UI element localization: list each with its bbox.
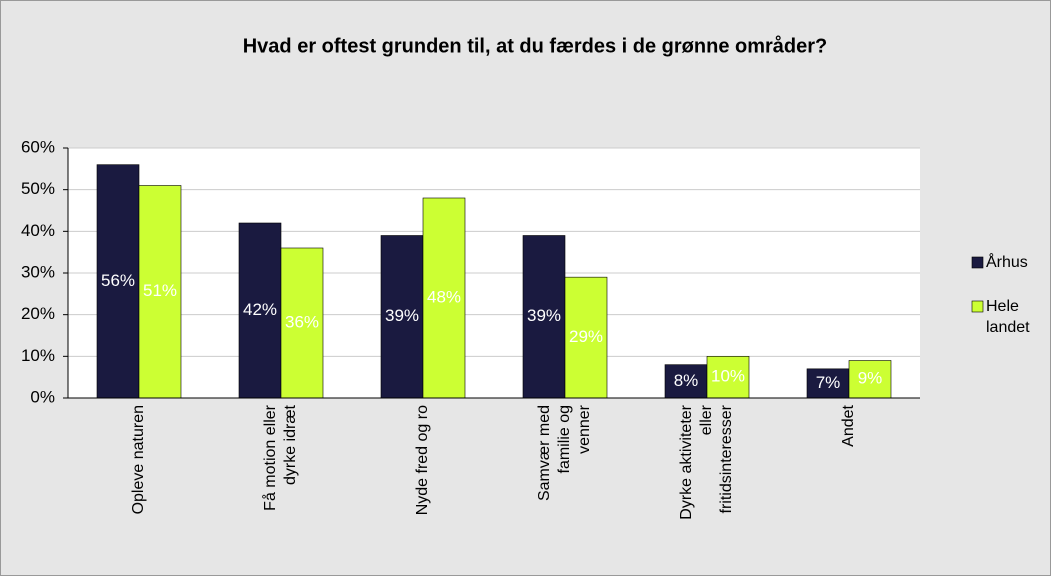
y-tick-label: 20% bbox=[21, 304, 55, 323]
data-label: 51% bbox=[143, 281, 177, 300]
x-tick-label: Opleve naturen bbox=[130, 405, 147, 514]
bar bbox=[848, 360, 892, 399]
x-tick-label: Samvær med familie og venner bbox=[536, 404, 593, 501]
bar bbox=[706, 356, 750, 399]
y-tick-label: 40% bbox=[21, 221, 55, 240]
data-label: 39% bbox=[385, 306, 419, 325]
legend-label: Århus bbox=[986, 252, 1028, 271]
data-label: 48% bbox=[427, 287, 461, 306]
data-label: 9% bbox=[858, 369, 883, 388]
data-label: 36% bbox=[285, 312, 319, 331]
chart-title: Hvad er oftest grunden til, at du færdes… bbox=[243, 34, 828, 57]
data-label: 8% bbox=[674, 371, 699, 390]
y-tick-label: 50% bbox=[21, 179, 55, 198]
data-label: 42% bbox=[243, 300, 277, 319]
bar bbox=[806, 368, 850, 399]
data-label: 10% bbox=[711, 367, 745, 386]
bar bbox=[96, 164, 140, 399]
bar bbox=[138, 185, 182, 399]
legend-swatch bbox=[971, 256, 984, 269]
data-label: 39% bbox=[527, 306, 561, 325]
x-tick-label: Nyde fred og ro bbox=[414, 405, 431, 515]
data-label: 56% bbox=[101, 271, 135, 290]
bar bbox=[238, 222, 282, 399]
y-tick-label: 10% bbox=[21, 346, 55, 365]
y-tick-label: 0% bbox=[30, 387, 55, 406]
bar bbox=[280, 247, 324, 399]
x-tick-label: Få motion eller dyrke idræt bbox=[261, 404, 299, 510]
data-label: 29% bbox=[569, 327, 603, 346]
legend-label: Hele landet bbox=[986, 298, 1030, 336]
y-tick-label: 60% bbox=[21, 137, 55, 156]
legend-swatch bbox=[971, 300, 984, 313]
y-tick-label: 30% bbox=[21, 262, 55, 281]
x-tick-label: Andet bbox=[840, 404, 857, 446]
bar bbox=[522, 235, 566, 399]
x-tick-label: Dyrke aktiviteter eller fritidsinteresser bbox=[678, 404, 735, 519]
bar bbox=[380, 235, 424, 399]
bar bbox=[664, 364, 708, 399]
data-label: 7% bbox=[816, 373, 841, 392]
bar bbox=[564, 276, 608, 399]
